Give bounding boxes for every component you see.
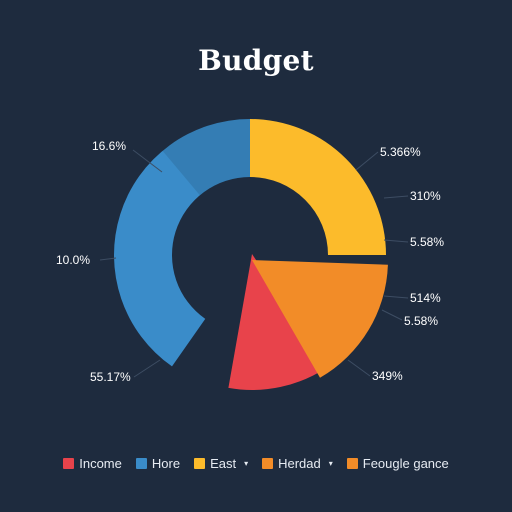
pie-slice-income xyxy=(228,254,329,391)
legend-item-feougle-gance: Feougle gance xyxy=(346,456,449,471)
leader-line xyxy=(133,359,161,378)
chart-legend: Income Hore East ▾ Herdad ▾ Feougle gance xyxy=(0,456,512,471)
legend-label: Hore xyxy=(151,456,181,471)
chevron-down-icon[interactable]: ▾ xyxy=(244,459,249,468)
slice-value-label: 514% xyxy=(410,291,441,305)
leader-line xyxy=(381,309,403,321)
legend-item-east[interactable]: East ▾ xyxy=(194,456,248,471)
legend-item-hore: Hore xyxy=(135,456,181,471)
slice-value-label: 10.0% xyxy=(56,253,90,267)
slice-value-label: 55.17% xyxy=(90,370,131,384)
leader-line xyxy=(383,239,409,243)
legend-swatch xyxy=(135,458,147,469)
slice-value-label: 310% xyxy=(410,189,441,203)
leader-line xyxy=(132,149,163,173)
pie-slices xyxy=(114,119,388,391)
chevron-down-icon[interactable]: ▾ xyxy=(328,459,333,468)
ring-shade xyxy=(162,119,250,196)
legend-label: Herdad xyxy=(278,456,321,471)
slice-value-label: 5.366% xyxy=(380,145,421,159)
slice-value-label: 5.58% xyxy=(410,235,444,249)
slice-value-label: 16.6% xyxy=(92,139,126,153)
legend-swatch xyxy=(262,458,274,469)
legend-label: Feougle gance xyxy=(362,456,449,471)
chart-title: Budget xyxy=(198,44,314,77)
pie-slice-herdad xyxy=(252,260,388,378)
legend-item-income: Income xyxy=(63,456,122,471)
pie-slice-hore xyxy=(114,119,250,367)
legend-swatch xyxy=(194,458,206,469)
leader-line xyxy=(347,359,371,377)
slice-value-label: 5.58% xyxy=(404,314,438,328)
slice-value-label: 349% xyxy=(372,369,403,383)
leader-line xyxy=(383,195,409,199)
legend-label: East xyxy=(210,456,237,471)
legend-swatch xyxy=(346,458,358,469)
leader-line xyxy=(99,257,117,261)
pie-slice-east xyxy=(250,119,386,255)
leader-line xyxy=(383,295,409,299)
legend-label: Income xyxy=(79,456,122,471)
leader-line xyxy=(355,151,379,171)
legend-item-herdad[interactable]: Herdad ▾ xyxy=(262,456,333,471)
legend-swatch xyxy=(63,458,75,469)
slice-labels: 16.6% 5.366% 310% 5.58% 514% 5.58% 349% 55.17% 1… xyxy=(56,139,444,384)
